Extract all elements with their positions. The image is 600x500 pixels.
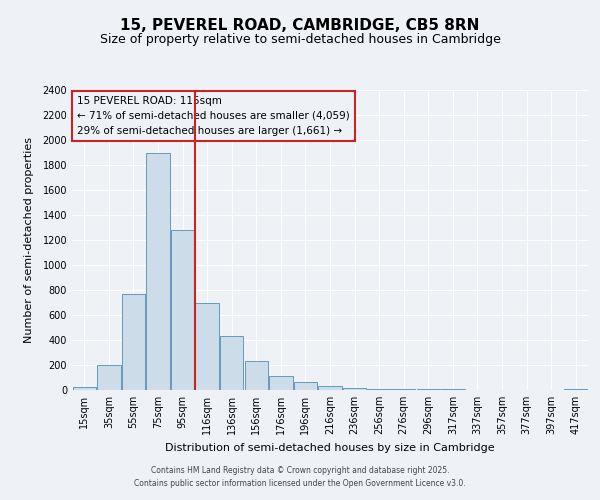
Text: 15 PEVEREL ROAD: 115sqm
← 71% of semi-detached houses are smaller (4,059)
29% of: 15 PEVEREL ROAD: 115sqm ← 71% of semi-de… — [77, 96, 350, 136]
Bar — [122, 294, 145, 390]
Bar — [196, 302, 219, 390]
Bar — [245, 361, 268, 390]
Bar — [343, 388, 366, 390]
Bar — [97, 365, 121, 390]
Bar — [367, 389, 391, 390]
Bar — [146, 152, 170, 390]
Bar — [294, 382, 317, 390]
Text: 15, PEVEREL ROAD, CAMBRIDGE, CB5 8RN: 15, PEVEREL ROAD, CAMBRIDGE, CB5 8RN — [121, 18, 479, 32]
Bar — [220, 336, 244, 390]
Text: Contains HM Land Registry data © Crown copyright and database right 2025.
Contai: Contains HM Land Registry data © Crown c… — [134, 466, 466, 487]
Bar — [171, 230, 194, 390]
Bar — [319, 386, 341, 390]
Y-axis label: Number of semi-detached properties: Number of semi-detached properties — [24, 137, 34, 343]
Bar — [392, 389, 415, 390]
Bar — [269, 376, 293, 390]
Bar — [73, 387, 96, 390]
Text: Size of property relative to semi-detached houses in Cambridge: Size of property relative to semi-detach… — [100, 32, 500, 46]
X-axis label: Distribution of semi-detached houses by size in Cambridge: Distribution of semi-detached houses by … — [165, 442, 495, 452]
